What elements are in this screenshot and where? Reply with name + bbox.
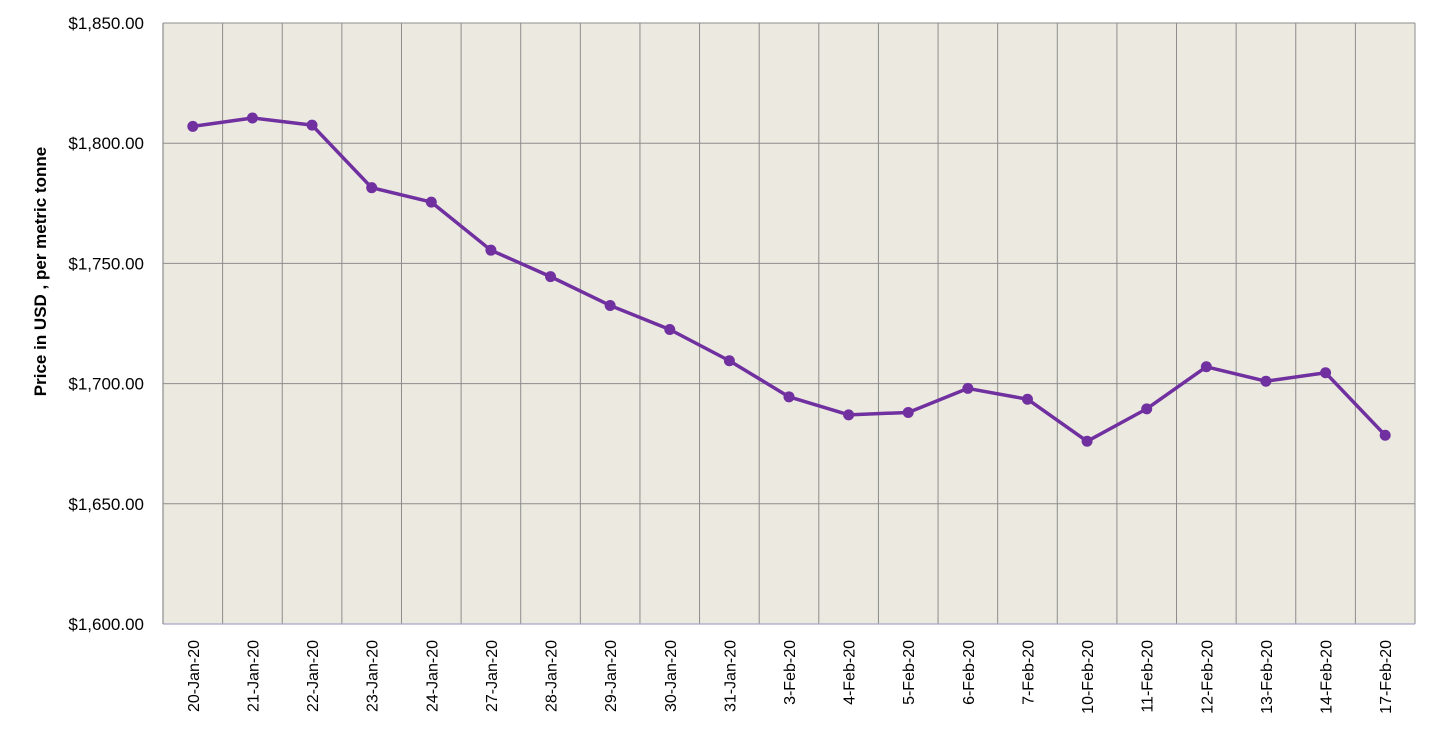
data-point xyxy=(1021,393,1033,405)
data-point xyxy=(664,324,676,336)
data-point xyxy=(1320,367,1332,379)
x-tick-label: 5-Feb-20 xyxy=(901,640,918,705)
data-point xyxy=(902,406,914,418)
x-tick-label: 28-Jan-20 xyxy=(544,640,561,712)
data-point xyxy=(843,409,855,421)
data-point xyxy=(1200,361,1212,373)
data-point xyxy=(545,271,557,283)
y-axis: $1,600.00 $1,650.00 $1,700.00 $1,750.00 $1,8… xyxy=(68,14,144,634)
series-group xyxy=(187,112,1391,447)
data-point xyxy=(366,182,378,194)
x-tick-label: 20-Jan-20 xyxy=(186,640,203,712)
data-point xyxy=(425,196,437,208)
x-tick-label: 14-Feb-20 xyxy=(1319,640,1336,714)
x-tick-label: 10-Feb-20 xyxy=(1080,640,1097,714)
y-tick-label: $1,600.00 xyxy=(68,615,144,634)
y-tick-label: $1,750.00 xyxy=(68,254,144,273)
data-point xyxy=(485,244,497,256)
data-point xyxy=(783,391,795,403)
gridlines xyxy=(162,22,1416,625)
x-tick-label: 27-Jan-20 xyxy=(484,640,501,712)
x-tick-label: 13-Feb-20 xyxy=(1259,640,1276,714)
x-tick-label: 17-Feb-20 xyxy=(1378,640,1395,714)
x-tick-label: 7-Feb-20 xyxy=(1020,640,1037,705)
x-axis: 20-Jan-20 21-Jan-20 22-Jan-20 23-Jan-20 24-J… xyxy=(186,640,1395,714)
data-point xyxy=(187,120,199,132)
data-point xyxy=(1379,429,1391,441)
data-point xyxy=(604,299,616,311)
x-tick-label: 6-Feb-20 xyxy=(961,640,978,705)
x-tick-label: 29-Jan-20 xyxy=(603,640,620,712)
plot-area xyxy=(163,23,1415,624)
data-point xyxy=(723,355,735,367)
data-point xyxy=(306,119,318,131)
data-point xyxy=(962,382,974,394)
y-tick-label: $1,800.00 xyxy=(68,134,144,153)
x-tick-label: 12-Feb-20 xyxy=(1199,640,1216,714)
data-point xyxy=(1260,375,1272,387)
x-tick-label: 11-Feb-20 xyxy=(1140,640,1157,713)
y-axis-title: Price in USD , per metric tonne xyxy=(31,147,50,396)
x-tick-label: 24-Jan-20 xyxy=(424,640,441,712)
x-tick-label: 4-Feb-20 xyxy=(842,640,859,705)
x-tick-label: 30-Jan-20 xyxy=(663,640,680,712)
y-tick-label: $1,850.00 xyxy=(68,14,144,33)
x-tick-label: 22-Jan-20 xyxy=(305,640,322,712)
x-tick-label: 3-Feb-20 xyxy=(782,640,799,705)
y-tick-label: $1,650.00 xyxy=(68,495,144,514)
data-point xyxy=(246,112,258,124)
y-tick-label: $1,700.00 xyxy=(68,375,144,394)
x-tick-label: 21-Jan-20 xyxy=(245,640,262,712)
data-point xyxy=(1141,403,1153,415)
x-tick-label: 31-Jan-20 xyxy=(722,640,739,712)
data-point xyxy=(1081,435,1093,447)
x-tick-label: 23-Jan-20 xyxy=(365,640,382,712)
